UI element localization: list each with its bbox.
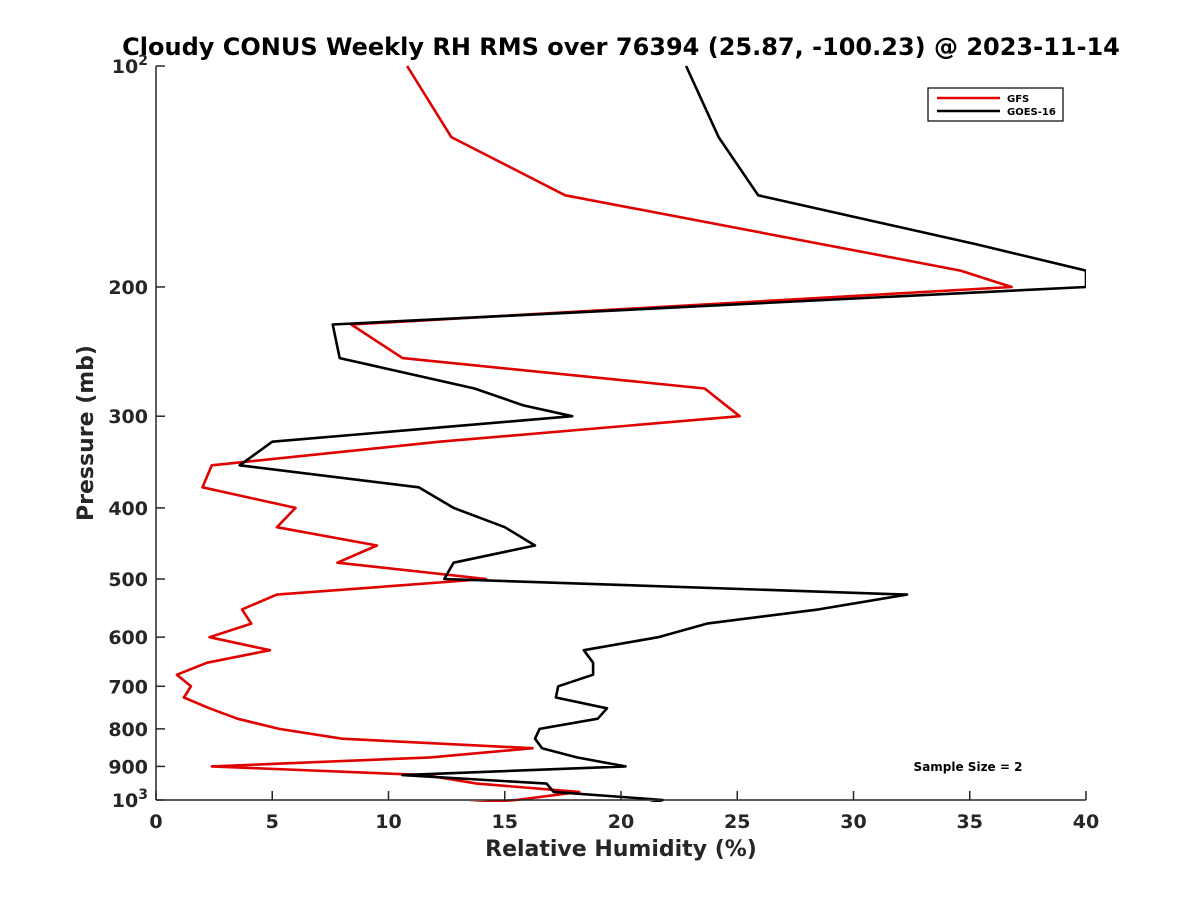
x-tick-label: 30 xyxy=(840,811,866,833)
y-tick-label: 103 xyxy=(112,787,148,812)
series-line-goes-16 xyxy=(238,65,1086,802)
series-layer xyxy=(175,65,1086,802)
x-tick-label: 20 xyxy=(608,811,634,833)
y-axis-label: Pressure (mb) xyxy=(74,345,99,521)
x-tick-label: 0 xyxy=(149,811,162,833)
y-tick-label: 600 xyxy=(108,627,148,649)
x-axis-label: Relative Humidity (%) xyxy=(485,837,757,862)
sample-size-annotation: Sample Size = 2 xyxy=(914,760,1023,774)
chart-title: Cloudy CONUS Weekly RH RMS over 76394 (2… xyxy=(122,33,1120,61)
legend-label-goes-16: GOES-16 xyxy=(1007,107,1056,118)
x-tick-label: 15 xyxy=(492,811,518,833)
y-tick-label: 900 xyxy=(108,756,148,778)
y-tick-label: 700 xyxy=(108,676,148,698)
x-tick-label: 40 xyxy=(1073,811,1099,833)
legend: GFS GOES-16 xyxy=(927,87,1064,122)
y-tick-label: 102 xyxy=(112,53,148,78)
legend-label-gfs: GFS xyxy=(1007,94,1029,105)
y-tick-label: 200 xyxy=(108,277,148,299)
series-line-gfs xyxy=(175,65,1013,802)
y-tick-label: 500 xyxy=(108,569,148,591)
axes-layer: 0 5 10 15 20 25 30 35 40 102 200 300 400 500 600 700 800… xyxy=(108,53,1099,833)
x-tick-label: 25 xyxy=(724,811,750,833)
x-tick-label: 35 xyxy=(957,811,983,833)
y-tick-label: 300 xyxy=(108,406,148,428)
y-tick-label: 800 xyxy=(108,719,148,741)
legend-box xyxy=(927,87,1064,122)
x-tick-label: 10 xyxy=(375,811,401,833)
y-tick-label: 400 xyxy=(108,498,148,520)
x-tick-label: 5 xyxy=(266,811,279,833)
